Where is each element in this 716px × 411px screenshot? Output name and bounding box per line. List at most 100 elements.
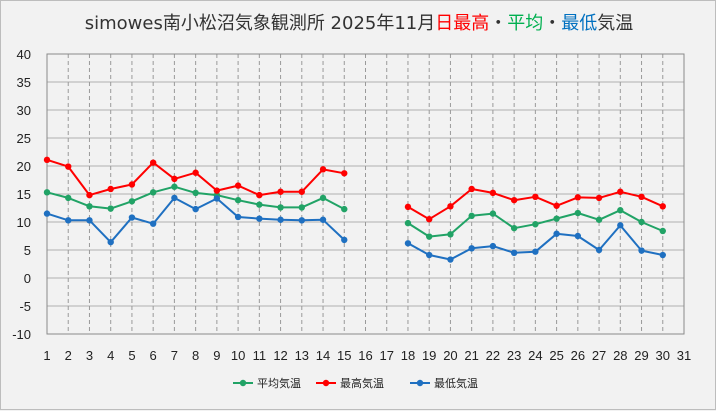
data-point <box>234 182 242 189</box>
legend: 平均気温 最高気温 最低気温 <box>233 376 478 390</box>
data-point <box>171 183 178 190</box>
series-0 <box>43 183 666 240</box>
data-point <box>234 196 242 204</box>
data-point <box>532 221 539 228</box>
data-point <box>617 207 624 214</box>
x-tick-label: 19 <box>422 348 436 363</box>
data-point <box>468 185 475 193</box>
data-point <box>638 193 645 200</box>
data-point <box>617 188 624 195</box>
data-point <box>553 215 560 222</box>
data-point <box>617 222 624 229</box>
data-point <box>149 220 157 227</box>
data-point <box>107 238 114 246</box>
series-2 <box>43 194 666 263</box>
x-tick-label: 20 <box>443 348 457 363</box>
data-point <box>192 189 199 197</box>
y-tick-label: 5 <box>24 243 31 258</box>
data-point <box>447 231 454 238</box>
data-point <box>426 233 433 240</box>
data-point <box>574 194 582 201</box>
legend-label: 最高気温 <box>340 376 384 390</box>
data-point <box>43 156 51 164</box>
data-point <box>553 230 560 237</box>
data-point <box>489 242 497 250</box>
x-tick-label: 9 <box>213 348 220 363</box>
x-tick-label: 13 <box>295 348 309 363</box>
x-tick-label: 28 <box>613 348 627 363</box>
title-part-3: ・ <box>543 13 561 34</box>
data-point <box>65 194 72 202</box>
data-point <box>319 166 327 173</box>
data-point <box>171 175 178 183</box>
data-point <box>65 163 72 170</box>
data-point <box>319 194 327 202</box>
legend-swatch-marker <box>322 379 330 387</box>
series <box>43 156 666 263</box>
data-point <box>659 203 666 210</box>
y-tick-label: 30 <box>17 103 31 118</box>
x-tick-label: 12 <box>273 348 287 363</box>
x-tick-label: 14 <box>316 348 330 363</box>
data-point <box>192 205 199 213</box>
data-point <box>128 198 136 205</box>
data-point <box>447 203 454 210</box>
x-tick-label: 15 <box>337 348 351 363</box>
data-point <box>553 202 560 209</box>
x-tick-label: 3 <box>86 348 93 363</box>
data-point <box>638 247 645 254</box>
data-point <box>149 189 157 196</box>
data-point <box>43 210 51 217</box>
data-point <box>298 188 305 195</box>
data-point <box>426 251 433 259</box>
title-part-2: 平均 <box>507 13 543 34</box>
data-point <box>404 203 412 211</box>
x-tick-label: 21 <box>464 348 478 363</box>
x-tick-label: 30 <box>656 348 670 363</box>
data-point <box>319 216 327 223</box>
data-point <box>256 191 263 199</box>
x-tick-label: 31 <box>677 348 691 363</box>
data-point <box>341 236 348 244</box>
x-tick-label: 24 <box>528 348 542 363</box>
x-tick-label: 18 <box>401 348 415 363</box>
series-1 <box>43 156 666 223</box>
data-point <box>426 216 433 223</box>
title-part-0: 日最高 <box>435 13 489 34</box>
y-tick-label: 0 <box>24 271 31 286</box>
data-point <box>171 194 178 202</box>
x-tick-label: 22 <box>486 348 500 363</box>
data-point <box>128 181 136 188</box>
data-point <box>468 245 475 252</box>
data-point <box>277 204 284 211</box>
x-tick-label: 25 <box>549 348 563 363</box>
data-point <box>128 214 136 221</box>
y-tick-label: -5 <box>19 299 31 314</box>
data-point <box>192 169 199 176</box>
data-point <box>234 213 242 221</box>
x-tick-label: 6 <box>150 348 157 363</box>
data-point <box>489 210 497 217</box>
data-point <box>510 249 518 256</box>
y-tick-label: 40 <box>17 47 31 62</box>
grid <box>46 53 685 335</box>
x-tick-label: 23 <box>507 348 521 363</box>
data-point <box>574 209 582 217</box>
data-point <box>341 170 348 177</box>
data-point <box>86 191 93 199</box>
data-point <box>638 218 645 226</box>
title-main: simowes南小松沼気象観測所 2025年11月 <box>85 13 436 34</box>
chart-title: simowes南小松沼気象観測所 2025年11月日最高・平均・最低気温 <box>85 13 634 34</box>
y-axis-ticks: -10 -5 0 5 10 15 20 25 30 35 40 <box>12 47 31 342</box>
data-point <box>43 189 51 196</box>
title-part-5: 気温 <box>597 13 633 34</box>
y-tick-label: 15 <box>17 187 31 202</box>
data-point <box>277 188 284 195</box>
data-point <box>510 224 518 232</box>
y-tick-label: 10 <box>17 215 31 230</box>
x-tick-label: 2 <box>65 348 72 363</box>
data-point <box>277 216 284 223</box>
x-tick-label: 7 <box>171 348 178 363</box>
x-tick-label: 17 <box>379 348 393 363</box>
